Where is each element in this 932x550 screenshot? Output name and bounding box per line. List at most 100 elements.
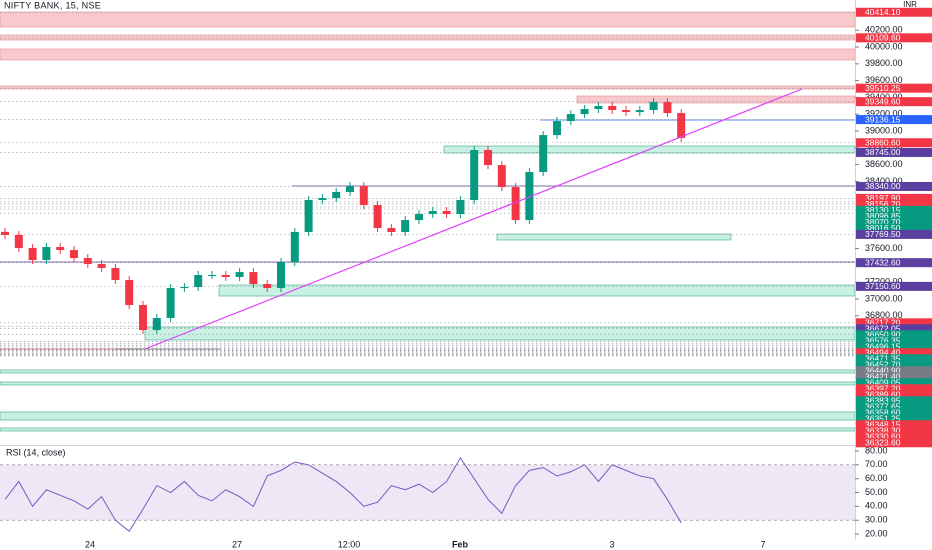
candle-body — [553, 121, 561, 136]
price-badge-label: 36452.70 — [865, 360, 901, 370]
candle-body — [649, 102, 658, 111]
y-tick-label: 36800.00 — [865, 310, 903, 320]
price-badge — [856, 396, 932, 406]
price-badge-label: 36377.65 — [865, 402, 901, 412]
price-badge-label: 36358.60 — [865, 408, 901, 418]
price-badge-label: 36409.05 — [865, 378, 901, 388]
y-tick-label: 40200.00 — [865, 25, 903, 35]
time-label: 12:00 — [338, 539, 361, 549]
price-badge-label: 36338.30 — [865, 426, 901, 436]
supply-zone — [0, 11, 856, 28]
time-label: 3 — [609, 539, 614, 549]
candle-body — [428, 210, 437, 215]
price-badge-label: 36576.35 — [865, 336, 901, 346]
candle-body — [14, 235, 23, 249]
price-badge-label: 39136.15 — [865, 114, 901, 124]
rsi-band — [0, 464, 855, 521]
candle-body — [42, 247, 51, 261]
price-badge — [856, 205, 932, 215]
y-tick-label: 37200.00 — [865, 277, 903, 287]
price-badge — [856, 193, 932, 203]
candle-body — [373, 205, 382, 229]
demand-zone — [0, 411, 856, 421]
candle-body — [525, 172, 534, 221]
candle-body — [442, 210, 451, 215]
demand-zone — [496, 233, 732, 241]
y-tick-label: 39000.00 — [865, 125, 903, 135]
candle-body — [28, 248, 37, 261]
candle-body — [290, 231, 299, 263]
candle-body — [1, 231, 9, 236]
price-badge — [856, 354, 932, 364]
y-tick-label: 39800.00 — [865, 58, 903, 68]
candle-body — [470, 150, 479, 200]
time-label: 7 — [760, 539, 765, 549]
rsi-title: RSI (14, close) — [6, 447, 66, 457]
price-badge — [856, 83, 932, 93]
price-badge-label: 36421.40 — [865, 372, 901, 382]
price-badge-label: 36496.15 — [865, 342, 901, 352]
candle-body — [580, 109, 589, 115]
y-tick-label: 37600.00 — [865, 243, 903, 253]
candle-body — [511, 187, 520, 221]
price-badge-label: 38340.00 — [865, 181, 901, 191]
price-badge — [856, 438, 932, 448]
candle-body — [635, 110, 644, 113]
price-badge-label: 38016.50 — [865, 223, 901, 233]
candle-body — [194, 274, 203, 288]
price-badge — [856, 33, 932, 43]
price-badge-label: 36383.95 — [865, 396, 901, 406]
price-badge-label: 38070.70 — [865, 217, 901, 227]
price-badge — [856, 342, 932, 352]
price-badge-label: 37150.60 — [865, 281, 901, 291]
rsi-pane — [0, 456, 855, 533]
price-badge-label: 36397.20 — [865, 384, 901, 394]
candle-body — [56, 247, 65, 251]
price-badge — [856, 378, 932, 388]
price-badge — [856, 324, 932, 334]
candle-body — [249, 272, 258, 284]
time-label: 24 — [85, 539, 95, 549]
candle-body — [608, 106, 617, 111]
price-badge-label: 38860.60 — [865, 137, 901, 147]
price-badge — [856, 420, 932, 430]
candle-body — [622, 110, 630, 113]
price-badge — [856, 138, 932, 148]
price-badge-label: 36650.90 — [865, 330, 901, 340]
price-level-lines — [0, 11, 855, 357]
demand-zone — [0, 381, 856, 386]
candle-body — [277, 262, 285, 289]
candle-body — [387, 228, 396, 232]
candle-body — [346, 186, 354, 193]
price-badge-label: 36330.60 — [865, 432, 901, 442]
price-badge — [856, 115, 932, 125]
price-badge-label: 38197.90 — [865, 193, 901, 203]
y-tick-label: 30.00 — [865, 515, 888, 525]
price-badge — [856, 390, 932, 400]
zones — [0, 11, 856, 432]
price-badge — [856, 408, 932, 418]
price-badge — [856, 199, 932, 209]
price-badge-label: 37769.50 — [865, 229, 901, 239]
candle-body — [304, 199, 313, 232]
y-tick-label: 20.00 — [865, 528, 888, 538]
price-badge — [856, 7, 932, 17]
price-badge — [856, 366, 932, 376]
price-badge-label: 36717.20 — [865, 318, 901, 328]
candle-body — [401, 220, 410, 232]
y-tick-label: 70.00 — [865, 459, 888, 469]
candle-body — [332, 192, 341, 199]
price-badge — [856, 318, 932, 328]
candle-body — [152, 318, 161, 331]
price-badge-label: 36672.05 — [865, 324, 901, 334]
price-badge — [856, 360, 932, 370]
price-badge — [856, 330, 932, 340]
candle-body — [484, 150, 492, 166]
price-badge — [856, 372, 932, 382]
supply-zone — [0, 34, 856, 41]
y-tick-label: 39600.00 — [865, 75, 903, 85]
demand-zone — [0, 369, 856, 374]
candle-body — [263, 283, 272, 289]
